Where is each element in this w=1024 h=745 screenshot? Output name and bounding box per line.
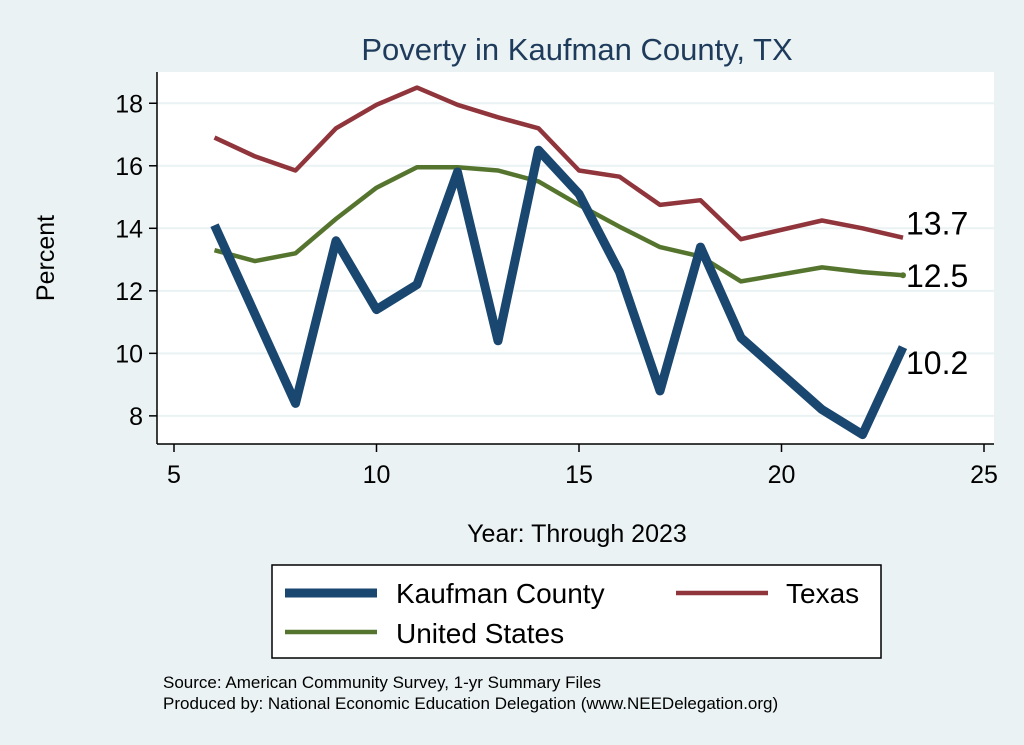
legend: Kaufman County Texas United States [271, 564, 882, 659]
end-label-united-states: 12.5 [906, 258, 968, 294]
x-tick-label-15: 15 [565, 461, 593, 489]
y-tick-label-14: 14 [115, 215, 143, 243]
source-note: Source: American Community Survey, 1-yr … [163, 673, 601, 692]
y-tick-label-18: 18 [115, 90, 143, 118]
y-tick-label-10: 10 [115, 340, 143, 368]
y-tick-label-12: 12 [115, 278, 143, 306]
x-tick-label-10: 10 [363, 461, 391, 489]
legend-box [271, 564, 882, 659]
series-line-texas [213, 85, 904, 242]
series-line-united-states [213, 165, 904, 284]
end-label-kaufman-county: 10.2 [906, 345, 968, 381]
y-tick-label-16: 16 [115, 153, 143, 181]
x-tick-label-5: 5 [167, 461, 181, 489]
end-label-layer: 13.7 12.5 10.2 [906, 206, 968, 381]
x-tick-label-20: 20 [768, 461, 796, 489]
legend-label-united-states: United States [396, 618, 564, 649]
series-line-kaufman-county [210, 145, 908, 440]
x-axis-label: Year: Through 2023 [467, 520, 687, 548]
series-layer [210, 85, 908, 440]
axes-layer: 8 10 12 14 16 18 5 10 15 20 25 [115, 72, 998, 489]
x-tick-label-25: 25 [970, 461, 998, 489]
producer-note: Produced by: National Economic Education… [163, 694, 778, 713]
end-marker-united-states [900, 272, 906, 279]
y-tick-label-8: 8 [129, 403, 143, 431]
y-axis-label: Percent [32, 215, 60, 301]
end-label-texas: 13.7 [906, 206, 968, 242]
legend-label-kaufman-county: Kaufman County [396, 578, 605, 609]
legend-label-texas: Texas [786, 578, 859, 609]
chart-title: Poverty in Kaufman County, TX [361, 32, 793, 67]
